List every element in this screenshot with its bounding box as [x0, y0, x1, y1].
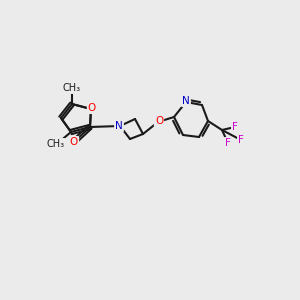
Text: F: F [232, 122, 238, 132]
Text: F: F [238, 135, 244, 145]
Text: F: F [225, 138, 231, 148]
Text: CH₃: CH₃ [47, 139, 65, 149]
Text: N: N [115, 121, 123, 131]
Text: CH₃: CH₃ [63, 83, 81, 93]
Text: O: O [88, 103, 96, 113]
Text: O: O [70, 137, 78, 147]
Text: O: O [155, 116, 163, 126]
Text: N: N [182, 96, 190, 106]
